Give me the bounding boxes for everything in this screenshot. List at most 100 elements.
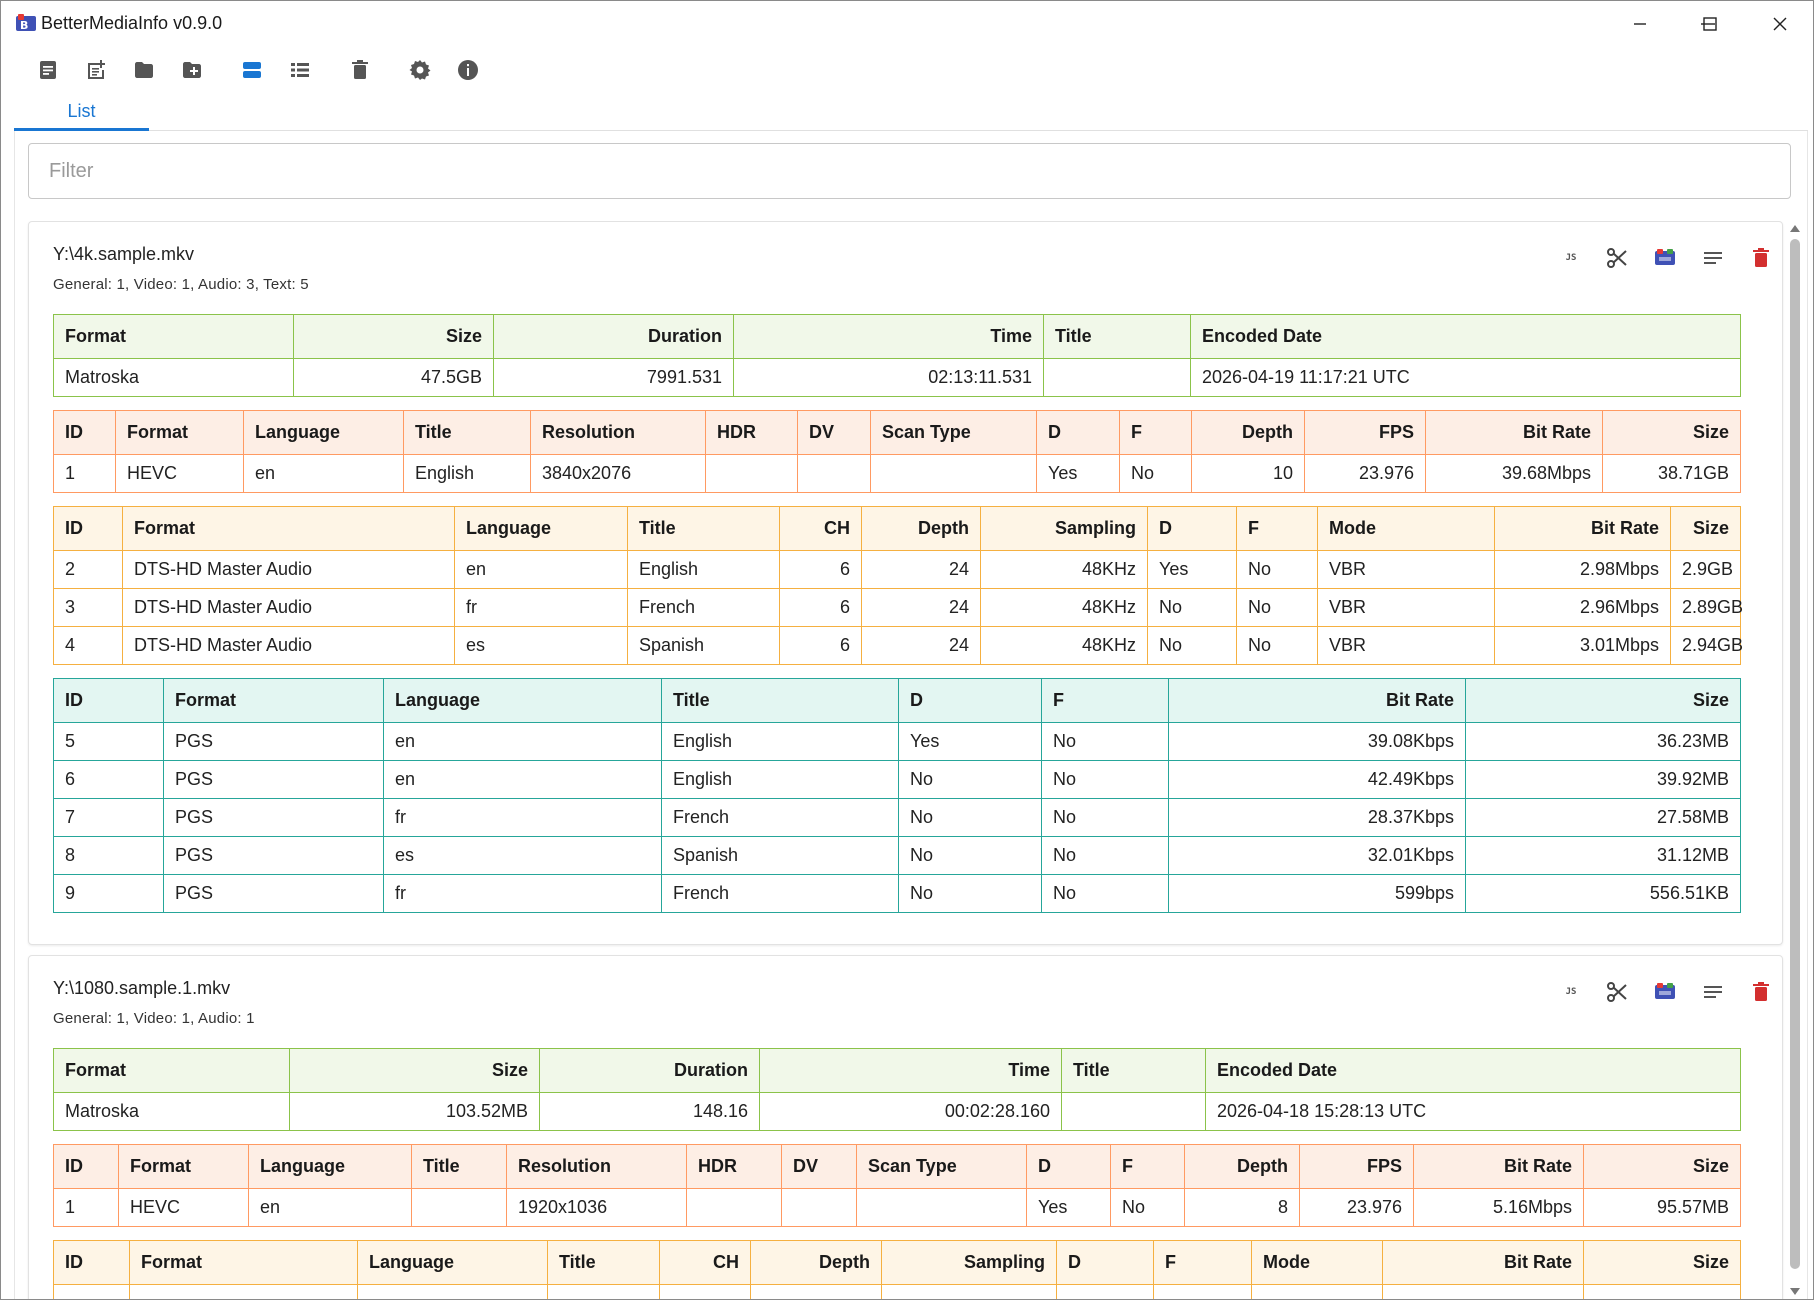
table-cell bbox=[856, 1188, 1027, 1227]
list-view-button[interactable] bbox=[283, 53, 317, 87]
close-window-button[interactable] bbox=[1745, 1, 1814, 47]
table-header-row: ID Format Language Title CH Depth Sampli… bbox=[53, 506, 1741, 551]
column-header: Format bbox=[129, 1240, 358, 1285]
about-button[interactable] bbox=[451, 53, 485, 87]
table-cell: Yes bbox=[898, 722, 1042, 761]
maximize-window-button[interactable] bbox=[1675, 1, 1745, 47]
table-cell: No bbox=[1041, 874, 1169, 913]
table-cell: fr bbox=[454, 588, 628, 627]
table-cell: No bbox=[898, 836, 1042, 875]
settings-button[interactable] bbox=[403, 53, 437, 87]
remove-file-button[interactable] bbox=[1744, 242, 1778, 274]
details-button[interactable] bbox=[1696, 242, 1730, 274]
table-cell: 103.52MB bbox=[289, 1092, 540, 1131]
table-cell: 9 bbox=[53, 874, 164, 913]
table-cell: Yes bbox=[1036, 454, 1120, 493]
open-folder-button[interactable] bbox=[127, 53, 161, 87]
column-header: Depth bbox=[1191, 410, 1305, 455]
table-cell: No bbox=[898, 760, 1042, 799]
table-cell bbox=[1043, 358, 1191, 397]
table-cell: Matroska bbox=[53, 1092, 290, 1131]
main-content: Y:\4k.sample.mkv General: 1, Video: 1, A… bbox=[14, 131, 1808, 1299]
table-cell: Matroska bbox=[53, 358, 294, 397]
add-file-button[interactable] bbox=[31, 53, 65, 87]
card-view-button[interactable] bbox=[235, 53, 269, 87]
column-header: FPS bbox=[1304, 410, 1426, 455]
add-folder-button[interactable] bbox=[175, 53, 209, 87]
table-cell: DTS-HD Master Audio bbox=[122, 626, 455, 665]
vertical-scrollbar[interactable] bbox=[1787, 223, 1803, 1297]
column-header: Sampling bbox=[881, 1240, 1057, 1285]
table-cell: 00:02:28.160 bbox=[759, 1092, 1062, 1131]
table-cell: 39.68Mbps bbox=[1425, 454, 1603, 493]
json-icon: JS bbox=[1565, 253, 1577, 263]
remove-file-button[interactable] bbox=[1744, 976, 1778, 1008]
column-header: Scan Type bbox=[870, 410, 1037, 455]
mediainfo-icon bbox=[1655, 249, 1675, 265]
column-header: Depth bbox=[1184, 1144, 1300, 1189]
table-cell: HEVC bbox=[118, 1188, 249, 1227]
card-actions: JS bbox=[1554, 242, 1769, 274]
minimize-window-icon bbox=[1634, 23, 1646, 25]
table-cell: No bbox=[898, 798, 1042, 837]
cut-button[interactable] bbox=[1600, 242, 1634, 274]
video-table: ID Format Language Title Resolution HDR … bbox=[53, 1144, 1741, 1227]
table-cell: PGS bbox=[163, 874, 384, 913]
clear-all-button[interactable] bbox=[343, 53, 377, 87]
card-actions: JS bbox=[1554, 976, 1769, 1008]
table-cell: 2.94GB bbox=[1670, 626, 1743, 665]
table-cell: 38.71GB bbox=[1602, 454, 1741, 493]
table-cell: 2026-04-19 11:17:21 UTC bbox=[1190, 358, 1741, 397]
column-header: ID bbox=[53, 1240, 130, 1285]
table-cell: French bbox=[661, 798, 899, 837]
scroll-up-icon[interactable] bbox=[1789, 223, 1801, 235]
table-cell: English bbox=[403, 454, 531, 493]
column-header: ID bbox=[53, 506, 123, 551]
table-header-row: ID Format Language Title Resolution HDR … bbox=[53, 410, 1741, 455]
table-cell: 39.08Kbps bbox=[1168, 722, 1466, 761]
column-header: ID bbox=[53, 1144, 119, 1189]
scroll-down-icon[interactable] bbox=[1789, 1285, 1801, 1297]
cut-button[interactable] bbox=[1600, 976, 1634, 1008]
table-cell: 7991.531 bbox=[493, 358, 734, 397]
filter-input[interactable] bbox=[28, 143, 1791, 199]
export-json-button[interactable]: JS bbox=[1554, 976, 1588, 1008]
audio-table: ID Format Language Title CH Depth Sampli… bbox=[53, 1240, 1741, 1299]
scroll-thumb[interactable] bbox=[1790, 239, 1800, 1269]
mediainfo-button[interactable] bbox=[1648, 242, 1682, 274]
title-bar: B BetterMediaInfo v0.9.0 bbox=[1, 1, 1813, 47]
audio-table: ID Format Language Title CH Depth Sampli… bbox=[53, 506, 1743, 665]
table-cell bbox=[1061, 1092, 1206, 1131]
column-header: Size bbox=[1583, 1240, 1741, 1285]
column-header: Title bbox=[627, 506, 780, 551]
close-icon bbox=[1773, 17, 1787, 31]
column-header: Time bbox=[733, 314, 1044, 359]
table-cell: VBR bbox=[1317, 588, 1495, 627]
table-cell: 27.58MB bbox=[1465, 798, 1741, 837]
add-files-button[interactable] bbox=[79, 53, 113, 87]
table-header-row: Format Size Duration Time Title Encoded … bbox=[53, 314, 1741, 359]
tab-list[interactable]: List bbox=[14, 97, 149, 131]
window-title: BetterMediaInfo v0.9.0 bbox=[41, 13, 223, 33]
mediainfo-button[interactable] bbox=[1648, 976, 1682, 1008]
text-lines-icon bbox=[1704, 986, 1722, 998]
column-header: Format bbox=[163, 678, 384, 723]
export-json-button[interactable]: JS bbox=[1554, 242, 1588, 274]
table-header-row: ID Format Language Title CH Depth Sampli… bbox=[53, 1240, 1741, 1285]
minimize-window-button[interactable] bbox=[1605, 1, 1675, 47]
table-row: Matroska 103.52MB 148.16 00:02:28.160 20… bbox=[53, 1092, 1741, 1131]
column-header: Title bbox=[1043, 314, 1191, 359]
table-cell: No bbox=[1041, 722, 1169, 761]
table-cell: No bbox=[1236, 588, 1318, 627]
table-cell: No bbox=[898, 874, 1042, 913]
column-header: D bbox=[1056, 1240, 1154, 1285]
column-header: Size bbox=[1583, 1144, 1741, 1189]
details-button[interactable] bbox=[1696, 976, 1730, 1008]
delete-icon bbox=[1753, 982, 1769, 1001]
scissors-icon bbox=[1607, 248, 1627, 268]
table-cell: No bbox=[1236, 550, 1318, 589]
table-cell: 23.976 bbox=[1304, 454, 1426, 493]
list-view-icon bbox=[291, 63, 309, 77]
table-cell: 48KHz bbox=[980, 588, 1148, 627]
app-logo-icon: B bbox=[15, 13, 37, 33]
